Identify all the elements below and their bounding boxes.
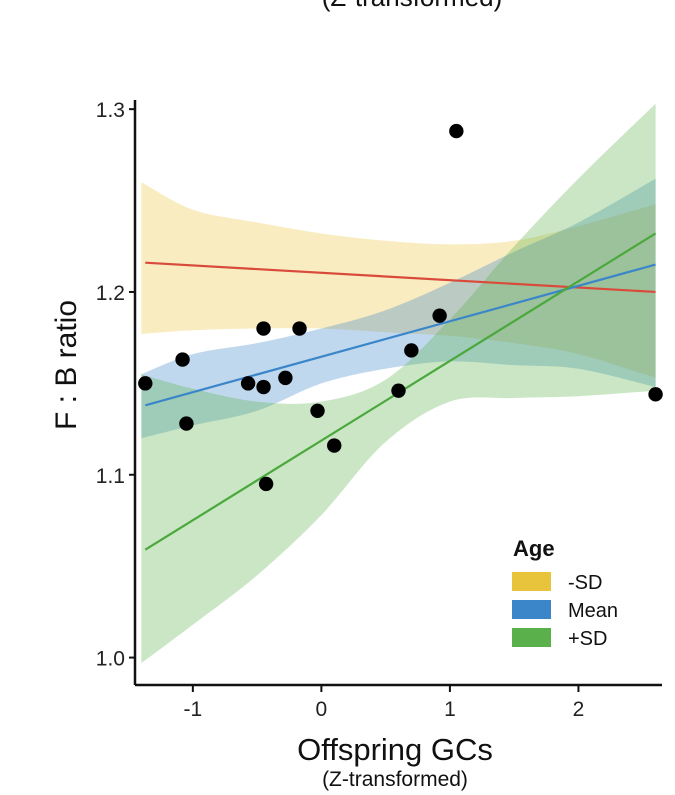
data-point [138,376,153,391]
data-point [292,321,307,336]
data-point [648,387,663,402]
y-tick-label: 1.3 [96,99,125,122]
data-point [327,438,342,453]
x-axis-subtitle: (Z-transformed) [322,768,468,791]
regression-line-2 [144,263,656,407]
y-tick-label: 1.0 [96,648,125,671]
x-tick-label: 0 [316,698,328,721]
y-tick-label: 1.1 [96,465,125,488]
data-point [258,476,274,492]
legend-swatch-2 [512,600,551,619]
confidence-bands [141,103,656,664]
x-tick-label: 2 [573,698,585,721]
x-axis-title: Offspring GCs [297,732,493,767]
y-tick-label: 1.2 [96,282,125,305]
data-point [256,321,271,336]
data-point [278,370,293,386]
legend-label-1: -SD [568,572,602,594]
legend-label-2: Mean [568,600,618,622]
data-point [240,376,256,391]
confidence-band-1 [141,182,656,378]
data-point [404,343,419,358]
legend-swatch-1 [512,572,551,591]
x-tick-label: -1 [183,698,202,721]
data-point [179,416,194,431]
confidence-band-3 [141,103,656,664]
y-axis-title: F : B ratio [50,300,83,430]
data-points [138,123,663,492]
top-caption: (Z-transformed) [322,0,503,12]
data-point [310,403,325,418]
data-point [391,383,406,398]
data-point [432,308,447,323]
data-point [256,379,271,395]
data-point [449,123,464,139]
y-axis-ticks: 1.0 1.1 1.2 1.3 [96,99,135,671]
legend-title: Age [513,536,555,561]
confidence-band-2 [141,178,656,439]
legend-swatch-3 [512,628,551,647]
legend-label-3: +SD [568,628,607,650]
x-tick-label: 1 [444,698,456,721]
x-axis-ticks: -1 0 1 2 [183,685,584,721]
legend: Age -SD Mean +SD [512,536,618,650]
data-point [175,352,190,367]
